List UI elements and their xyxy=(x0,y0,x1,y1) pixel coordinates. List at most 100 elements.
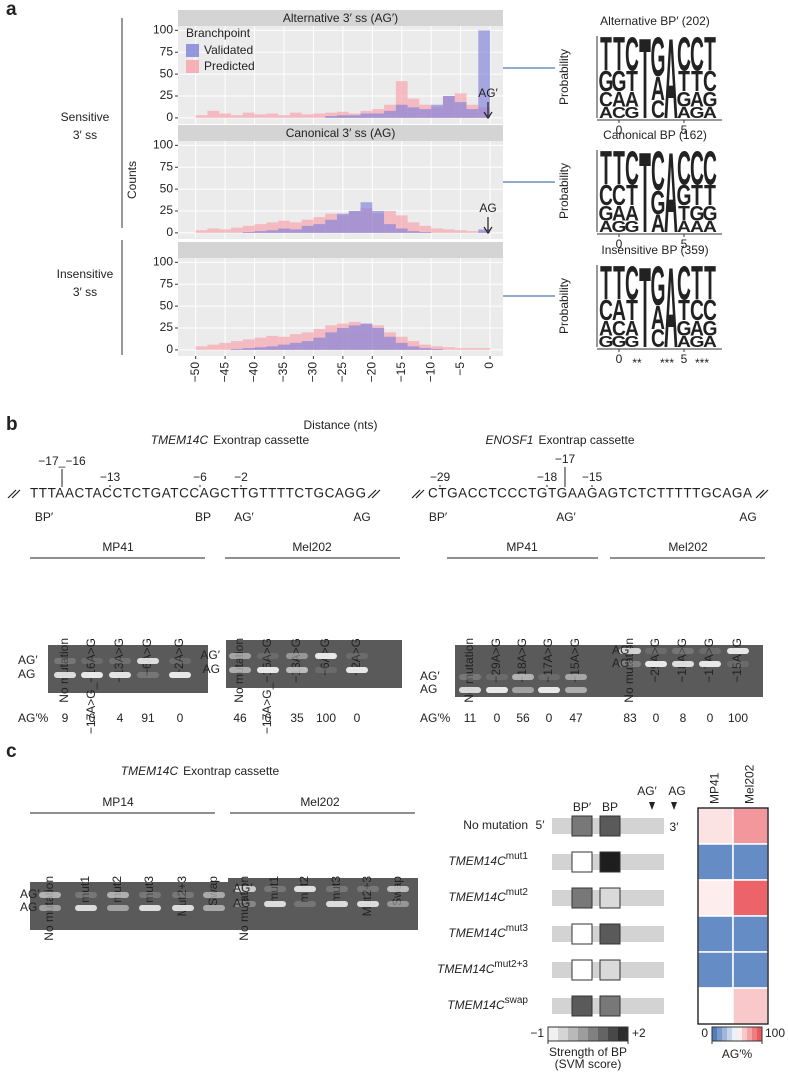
gel-band xyxy=(294,886,316,892)
gel-band xyxy=(81,658,103,664)
histogram-bar xyxy=(242,225,255,233)
ag-percent-value: 47 xyxy=(569,711,583,725)
colorbar-cell xyxy=(742,1027,747,1041)
legend-swatch xyxy=(186,44,199,57)
logo-letter: T xyxy=(691,180,703,212)
logo-letter: C xyxy=(690,141,704,195)
band-label: AG′ xyxy=(420,669,440,683)
gel-band xyxy=(645,648,667,654)
logo-letter: T xyxy=(704,256,716,310)
histogram-bar xyxy=(442,96,455,118)
histogram-bar xyxy=(289,334,302,350)
logo-letter: T xyxy=(639,16,651,143)
gel-band xyxy=(619,661,641,667)
heatmap-cell xyxy=(732,807,769,845)
site-label: BP′ xyxy=(429,510,448,524)
ag-percent-value: 83 xyxy=(623,711,637,725)
histogram-bar xyxy=(313,224,326,233)
colorbar-cell xyxy=(608,1027,618,1041)
colorbar-title: (SVM score) xyxy=(555,1057,622,1071)
histogram-bar xyxy=(195,115,208,118)
ag-percent-value: 4 xyxy=(117,711,124,725)
five-prime: 5′ xyxy=(536,818,546,832)
logo-letter: A xyxy=(690,88,704,112)
histogram-bar xyxy=(230,227,243,233)
logo-letter: C xyxy=(677,141,691,195)
ag-percent-value: 0 xyxy=(494,711,501,725)
logo-letter: G xyxy=(651,183,666,221)
logo-letter: G xyxy=(690,202,705,226)
histogram-bar xyxy=(254,231,267,233)
histogram-bar xyxy=(289,229,302,233)
gel-band xyxy=(645,661,667,667)
legend-label: Predicted xyxy=(204,59,255,73)
position-label: −18 xyxy=(537,470,558,484)
logo-letter: C xyxy=(599,295,613,327)
ag-percent-value: 56 xyxy=(516,711,530,725)
legend-title: Branchpoint xyxy=(186,26,251,40)
y-tick-label: 25 xyxy=(160,203,174,217)
gel-band xyxy=(346,653,368,659)
bp-box xyxy=(599,851,621,873)
histogram-bar xyxy=(336,111,349,118)
gel-band xyxy=(315,653,337,659)
logo-letter: C xyxy=(612,104,626,122)
gel-band xyxy=(486,674,508,680)
logo-letter: T xyxy=(704,180,716,212)
y-tick-label: 25 xyxy=(160,320,174,334)
histogram-bar xyxy=(242,112,255,118)
logo-letter: T xyxy=(626,295,638,327)
gel-band xyxy=(286,667,308,673)
histogram-bar xyxy=(395,342,408,350)
logo-x-tick-label: 0 xyxy=(616,352,623,366)
bp-box xyxy=(599,815,621,837)
gel-band xyxy=(512,674,534,680)
logo-letter: A xyxy=(612,88,626,112)
x-axis-label: Distance (nts) xyxy=(303,418,377,432)
ag-percent-value: 100 xyxy=(316,711,336,725)
heatmap-cell xyxy=(732,915,769,953)
y-tick-label: 100 xyxy=(153,255,173,269)
lane-label: −17A>G_−16A>G xyxy=(84,638,98,734)
row-label: TMEM14Cmut2+3 xyxy=(437,959,528,977)
strip-title: Canonical 3′ ss (AG) xyxy=(286,126,396,140)
y-tick-label: 0 xyxy=(166,225,173,239)
histogram-bar xyxy=(254,224,267,233)
annotation: AG xyxy=(479,201,496,215)
gel-band xyxy=(538,687,560,693)
gel-band xyxy=(357,901,379,907)
x-tick-label: −40 xyxy=(247,362,261,383)
x-tick-label: −10 xyxy=(423,362,437,383)
y-tick-label: 50 xyxy=(160,66,174,80)
logo-letter: A xyxy=(651,69,665,107)
histogram-bar xyxy=(278,336,290,350)
histogram-bar xyxy=(395,228,408,233)
cell-line-label: MP41 xyxy=(102,540,134,554)
colorbar-border xyxy=(547,1026,629,1042)
lane-label: No mutation xyxy=(462,638,476,703)
bp-box xyxy=(571,887,593,909)
histogram-bar xyxy=(442,229,455,233)
x-tick-label: −45 xyxy=(217,362,231,383)
logo-letter: C xyxy=(703,295,717,327)
histogram-bar xyxy=(454,348,467,350)
x-tick-label: −25 xyxy=(335,362,349,383)
ag-percent-value: 35 xyxy=(290,711,304,725)
logo-letter: G xyxy=(690,104,705,122)
histogram-bar xyxy=(407,346,420,350)
ag-percent-label: AG′% xyxy=(18,711,49,725)
ag-percent-value: 0 xyxy=(177,711,184,725)
histogram-bar xyxy=(278,115,290,118)
logo-letter: C xyxy=(599,180,613,212)
logo-letter: G xyxy=(625,333,640,351)
x-tick-label: −5 xyxy=(453,362,467,376)
histogram-bar xyxy=(301,114,314,118)
gel-band xyxy=(294,901,316,907)
lane-label: −17A>G xyxy=(541,638,555,683)
logo-letter: G xyxy=(703,88,718,112)
sequence: TTTAACTACCTCTGATCCAGCTTGTTTTCTGCAGG xyxy=(30,486,366,501)
logo-letter: C xyxy=(625,141,639,195)
histogram-bar xyxy=(242,339,255,350)
histogram-bar xyxy=(325,112,337,118)
gel-image xyxy=(30,882,228,930)
